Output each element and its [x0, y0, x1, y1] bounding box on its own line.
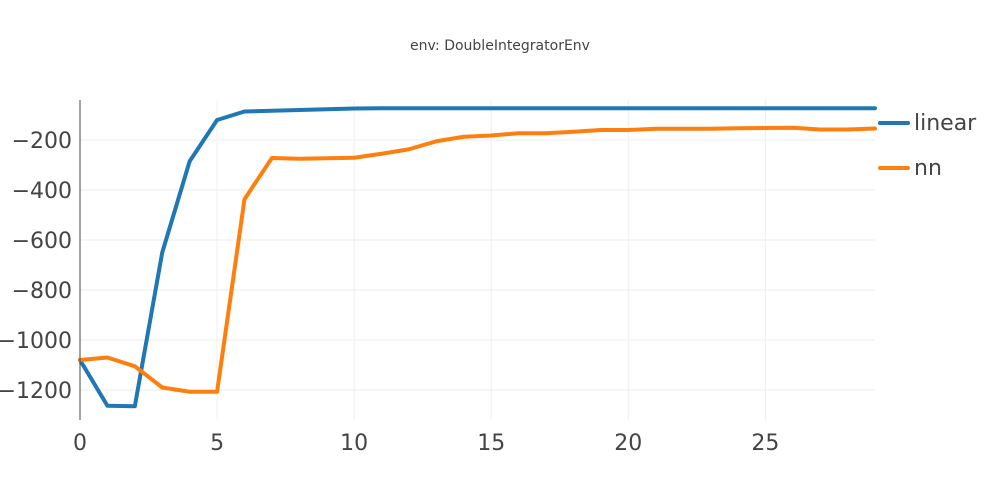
x-tick-label: 5	[210, 431, 224, 456]
chart-title: env: DoubleIntegratorEnv	[410, 38, 590, 54]
y-tick-label: −200	[12, 129, 72, 154]
grid-layer	[80, 100, 875, 420]
y-tick-label: −400	[12, 179, 72, 204]
x-tick-label: 10	[340, 431, 368, 456]
legend-item-nn[interactable]: nn	[878, 156, 942, 181]
x-tick-label: 25	[751, 431, 779, 456]
legend[interactable]: linear nn	[878, 111, 977, 181]
y-tick-label: −1200	[0, 379, 72, 404]
series-layer	[78, 106, 877, 409]
legend-label-linear: linear	[914, 111, 977, 136]
legend-item-linear[interactable]: linear	[878, 111, 977, 136]
x-tick-label: 20	[614, 431, 642, 456]
x-tick-label: 15	[477, 431, 505, 456]
series-line-nn[interactable]	[78, 125, 877, 394]
y-tick-label: −800	[12, 279, 72, 304]
x-tick-label: 0	[73, 431, 87, 456]
tick-layer: 0 5 10 15 20 25 −1200 −1000 −800 −600 −400 −200	[0, 129, 779, 456]
y-tick-label: −1000	[0, 329, 72, 354]
y-tick-label: −600	[12, 229, 72, 254]
series-line-linear[interactable]	[78, 106, 877, 409]
legend-label-nn: nn	[914, 156, 942, 181]
